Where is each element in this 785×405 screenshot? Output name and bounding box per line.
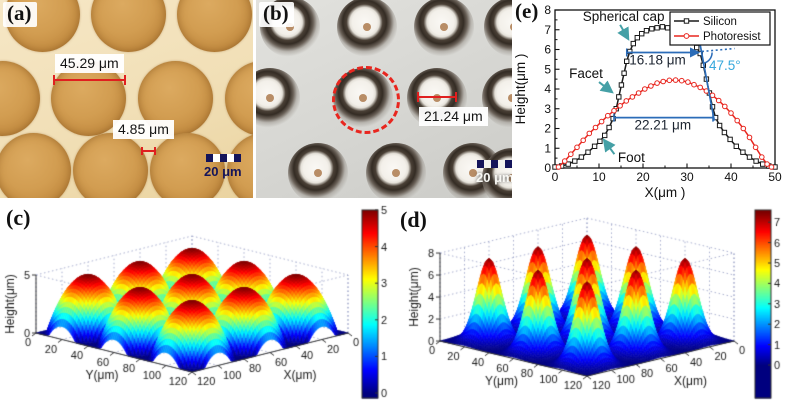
svg-text:10: 10: [592, 170, 606, 184]
svg-text:Facet: Facet: [569, 66, 603, 81]
measurement-label-gap-a: 4.85 μm: [113, 120, 174, 139]
svg-text:22.21 μm: 22.21 μm: [635, 117, 692, 132]
panel-d-surface-plot: (d): [392, 203, 785, 405]
svg-text:16.18 μm: 16.18 μm: [629, 52, 686, 67]
panel-a-micrograph: (a) 45.29 μm 4.85 μm 20 μm: [0, 0, 253, 198]
microlens-circle: [90, 0, 166, 52]
svg-text:8: 8: [544, 3, 551, 17]
microlens-circle: [0, 132, 71, 198]
scale-bar-a: [206, 154, 241, 162]
measurement-line-gap-a: [141, 147, 156, 155]
measurement-line-diameter-b: [417, 92, 457, 102]
ring-center-dot: [508, 174, 512, 182]
ring-lens: [484, 0, 512, 57]
svg-text:6: 6: [544, 43, 551, 57]
svg-text:5: 5: [544, 62, 551, 76]
microlens-circle: [224, 60, 253, 136]
ring-center-dot: [314, 169, 322, 177]
microlens-circle: [72, 132, 148, 198]
svg-text:Foot: Foot: [618, 150, 645, 165]
svg-text:7: 7: [544, 23, 551, 37]
svg-text:X(μm ): X(μm ): [645, 185, 686, 200]
panel-label-d: (d): [400, 207, 427, 232]
microlens-circle: [176, 0, 252, 52]
scale-bar-label-a: 20 μm: [204, 164, 242, 179]
svg-text:Height(μm ): Height(μm ): [513, 54, 528, 125]
ring-center-dot: [266, 94, 274, 102]
svg-text:0: 0: [552, 170, 559, 184]
profile-chart-svg: 0 10 20 30 40 50 0 1 2 3 4 5 6 7 8 X(μm ) Height(μm ) 16.…: [513, 3, 782, 200]
microlens-circle: [149, 132, 225, 198]
surface-plot-c-canvas: [0, 203, 392, 405]
panel-label-c: (c): [6, 205, 31, 230]
ring-center-dot: [433, 94, 441, 102]
svg-text:1: 1: [544, 141, 551, 155]
svg-text:Silicon: Silicon: [703, 16, 737, 28]
svg-text:4: 4: [544, 82, 551, 96]
ring-center-dot: [469, 169, 477, 177]
ring-center-dot: [510, 23, 512, 31]
svg-text:2: 2: [544, 122, 551, 136]
panel-c-surface-plot: (c): [0, 203, 392, 405]
ring-center-dot: [508, 94, 512, 102]
ring-center-dot: [440, 23, 448, 31]
panel-e-profile-chart: 0 10 20 30 40 50 0 1 2 3 4 5 6 7 8 X(μm ) Height(μm ) 16.…: [513, 0, 785, 202]
svg-text:50: 50: [768, 170, 782, 184]
panel-label-a: (a): [3, 1, 37, 28]
measurement-label-diameter-b: 21.24 μm: [419, 107, 488, 126]
scale-bar-b: [477, 160, 512, 168]
svg-text:40: 40: [724, 170, 738, 184]
svg-text:3: 3: [544, 102, 551, 116]
svg-text:20: 20: [636, 170, 650, 184]
ring-center-dot: [392, 169, 400, 177]
panel-label-b: (b): [259, 1, 294, 28]
svg-text:Photoresist: Photoresist: [703, 31, 761, 43]
measurement-line-diameter-a: [53, 75, 126, 85]
svg-text:30: 30: [680, 170, 694, 184]
highlight-dashed-circle: [332, 66, 400, 134]
ring-center-dot: [363, 23, 371, 31]
svg-text:47.5°: 47.5°: [709, 58, 741, 73]
scale-bar-label-b: 20 μm: [476, 170, 512, 185]
measurement-label-diameter-a: 45.29 μm: [55, 54, 124, 73]
panel-label-e: (e): [515, 0, 539, 23]
ring-lens: [256, 68, 300, 128]
panel-b-micrograph: (b) 21.24 μm 20 μm: [256, 0, 512, 198]
microlens-circle: [0, 60, 40, 136]
svg-text:Spherical cap: Spherical cap: [583, 9, 665, 24]
svg-text:0: 0: [544, 161, 551, 175]
surface-plot-d-canvas: [392, 203, 785, 405]
